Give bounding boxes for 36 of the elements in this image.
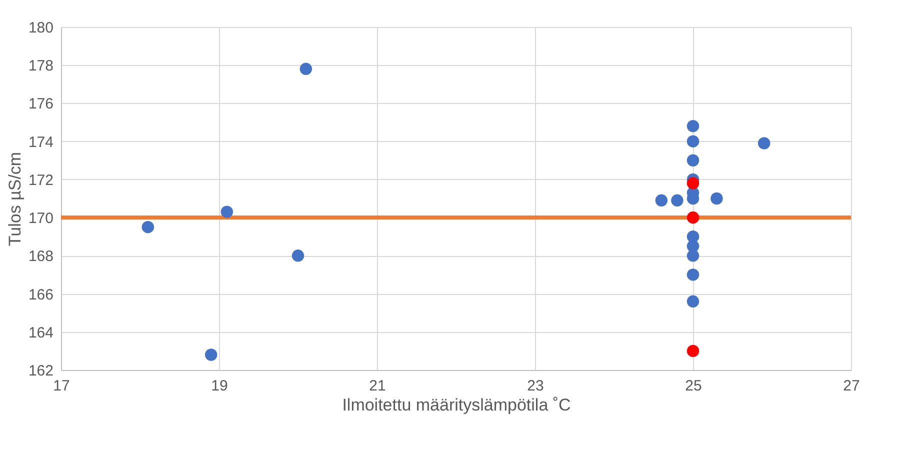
- y-tick-label: 180: [28, 20, 54, 36]
- point: [686, 211, 700, 224]
- point: [142, 220, 154, 234]
- y-tick-label: 178: [28, 58, 54, 75]
- y-tick-label: 172: [28, 172, 54, 189]
- y-tick-label: 174: [28, 134, 54, 151]
- x-tick-label: 27: [843, 378, 860, 394]
- point: [758, 137, 770, 150]
- x-tick-label: 17: [53, 378, 70, 394]
- point: [655, 194, 668, 207]
- y-axis-title: Tulos µS/cm: [5, 152, 24, 246]
- point: [710, 192, 723, 205]
- point: [686, 344, 700, 358]
- y-tick-label: 166: [28, 286, 54, 304]
- x-tick-label: 23: [527, 378, 544, 394]
- x-tick-label: 19: [211, 378, 228, 394]
- point: [292, 250, 304, 262]
- y-tick-label: 162: [28, 362, 54, 380]
- point: [686, 120, 700, 132]
- point: [671, 194, 684, 207]
- point: [686, 154, 700, 166]
- x-axis-title: Ilmoitettu määrityslämpötila ˚C: [342, 396, 571, 414]
- y-tick-label: 170: [28, 210, 54, 228]
- x-tick-label: 25: [685, 378, 702, 394]
- point: [686, 268, 700, 281]
- y-tick-label: 168: [28, 248, 54, 266]
- x-tick-label: 21: [369, 378, 386, 394]
- y-tick-label: 176: [28, 96, 54, 113]
- point: [686, 295, 700, 308]
- point: [686, 250, 700, 262]
- y-tick-label: 164: [28, 324, 54, 342]
- point: [300, 62, 312, 76]
- point: [686, 135, 700, 148]
- point: [204, 348, 218, 361]
- point: [686, 177, 700, 190]
- point: [220, 206, 234, 218]
